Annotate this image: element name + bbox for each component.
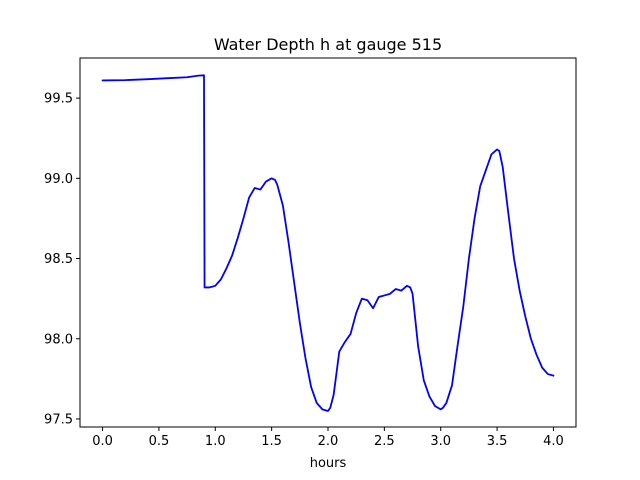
x-tick-label: 4.0 xyxy=(543,434,564,449)
x-tick-label: 3.0 xyxy=(430,434,451,449)
series-line-0 xyxy=(101,74,555,412)
x-tick-label: 0.5 xyxy=(149,434,170,449)
x-tick-label: 1.0 xyxy=(205,434,226,449)
plot-area: 0.0 0.5 1.0 1.5 2.0 2.5 3.0 3.5 4.0 97.5 98.0 98.5 9… xyxy=(44,57,577,449)
y-tick-label: 98.0 xyxy=(44,332,73,347)
y-tick-label: 98.5 xyxy=(44,252,73,267)
y-tick-label: 97.5 xyxy=(44,412,73,427)
chart-title: Water Depth h at gauge 515 xyxy=(214,35,442,54)
plot-frame xyxy=(79,57,577,428)
x-tick-label: 3.5 xyxy=(487,434,508,449)
x-axis-label: hours xyxy=(310,456,347,471)
x-tick-label: 2.5 xyxy=(374,434,395,449)
x-tick-label: 1.5 xyxy=(261,434,282,449)
y-tick-label: 99.0 xyxy=(44,172,73,187)
y-tick-label: 99.5 xyxy=(44,92,73,107)
x-tick-label: 0.0 xyxy=(92,434,113,449)
x-tick-label: 2.0 xyxy=(318,434,339,449)
